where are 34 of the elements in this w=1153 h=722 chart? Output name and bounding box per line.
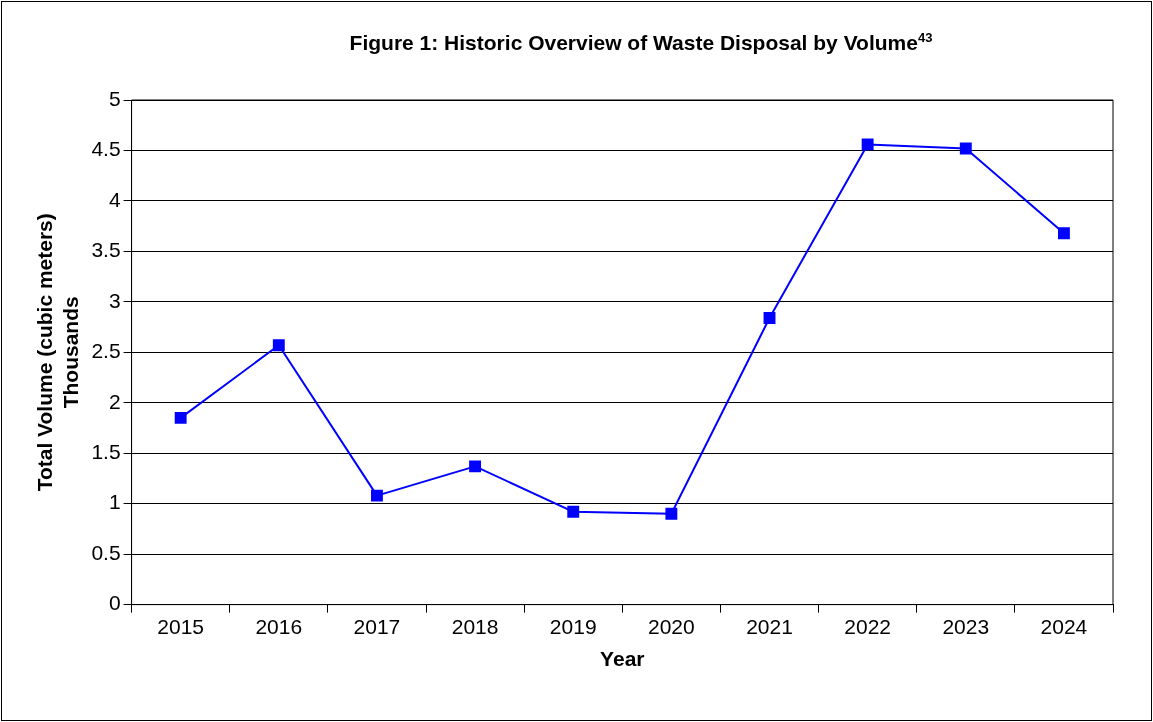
y-tick-label: 2.5: [91, 339, 121, 363]
point: [469, 460, 482, 473]
point: [567, 505, 580, 518]
point: [1057, 227, 1070, 240]
x-tick-label: 2021: [746, 615, 793, 638]
point: [861, 138, 874, 151]
point: [272, 339, 285, 352]
point: [371, 489, 383, 502]
y-axis-title: Total Volume (cubic meters) Thousands: [33, 213, 82, 492]
x-tick-label: 2023: [942, 615, 990, 638]
chart-title: Figure 1: Historic Overview of Waste Disposal by Volume$^{43}$: [348, 30, 934, 55]
point: [665, 507, 678, 520]
y-tick-label: 1: [108, 490, 121, 514]
y-tick-label: 0: [108, 591, 121, 615]
point: [959, 142, 972, 155]
y-tick-label: 3: [108, 288, 121, 312]
x-tick-label: 2022: [844, 615, 892, 638]
y-tick-label: 1.5: [91, 440, 121, 464]
y-tick-label: 2: [108, 389, 121, 413]
x-tick-label: 2019: [549, 615, 597, 638]
x-axis-title: Year: [600, 647, 645, 671]
y-tick-label: 0.5: [91, 540, 121, 564]
x-tick-label: 2018: [451, 615, 499, 638]
y-tick-label: 4: [108, 187, 121, 211]
x-tick-label: 2024: [1040, 615, 1088, 638]
y-tick-label: 4.5: [91, 137, 121, 161]
x-tick-label: 2016: [255, 615, 303, 638]
x-tick-label: 2020: [648, 615, 695, 638]
y-tick-label: 5: [108, 86, 121, 110]
x-tick-label: 2017: [353, 615, 401, 638]
point: [174, 411, 187, 424]
x-tick-label: 2015: [157, 615, 205, 638]
point: [763, 312, 776, 324]
y-tick-label: 3.5: [91, 238, 121, 262]
